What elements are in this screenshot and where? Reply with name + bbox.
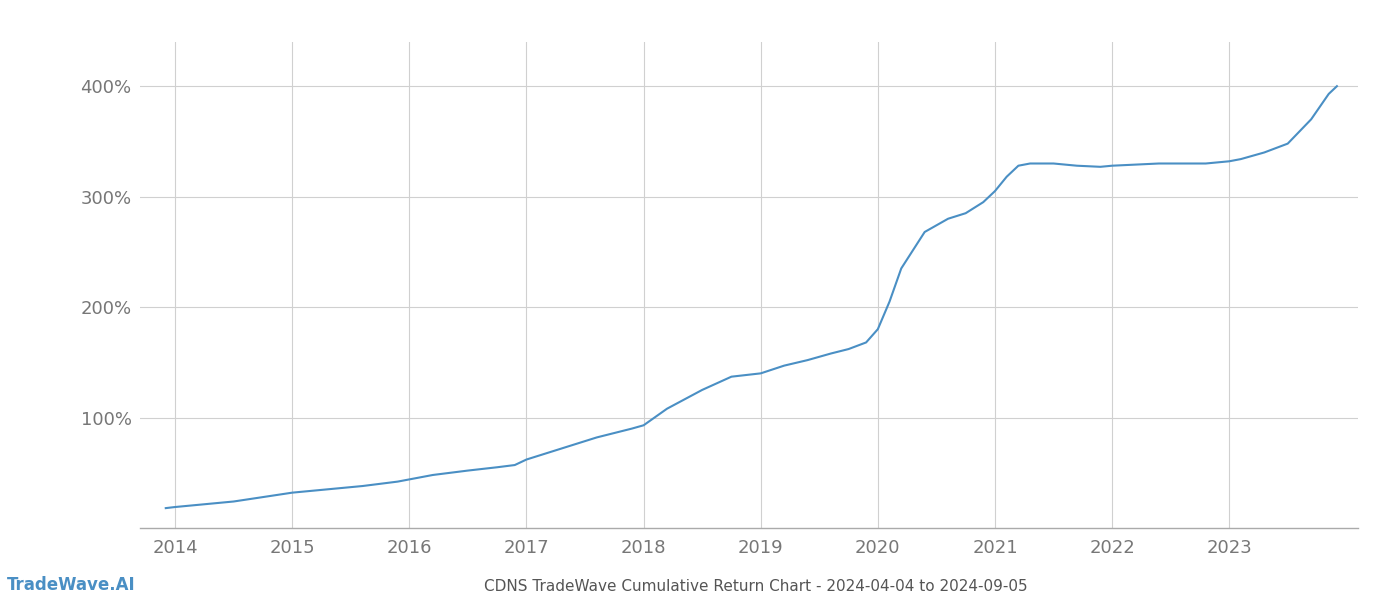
Text: CDNS TradeWave Cumulative Return Chart - 2024-04-04 to 2024-09-05: CDNS TradeWave Cumulative Return Chart -…	[484, 579, 1028, 594]
Text: TradeWave.AI: TradeWave.AI	[7, 576, 136, 594]
